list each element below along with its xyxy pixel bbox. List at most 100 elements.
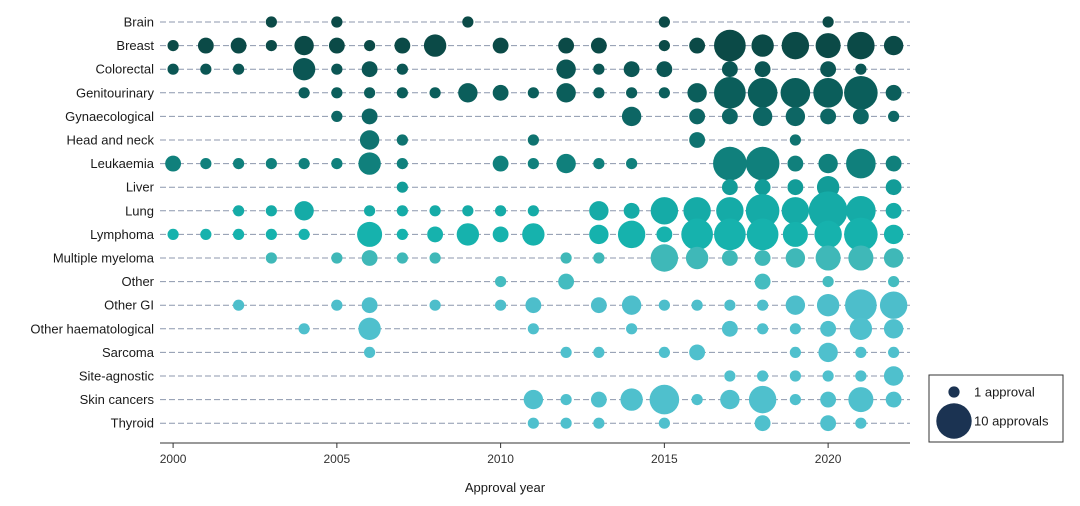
bubble: [658, 16, 670, 28]
bubble: [492, 84, 509, 101]
bubble: [816, 294, 840, 317]
bubble: [560, 252, 572, 264]
bubble: [357, 221, 383, 247]
bubble: [855, 370, 867, 382]
bubble: [429, 299, 441, 311]
bubble: [298, 228, 310, 240]
bubble: [560, 417, 572, 429]
bubble: [331, 16, 343, 28]
bubble: [822, 276, 834, 288]
bubble: [522, 223, 545, 246]
bubble: [396, 87, 408, 99]
bubble: [294, 201, 314, 221]
bubble: [364, 40, 376, 52]
bubble: [879, 291, 908, 319]
bubble: [855, 417, 867, 429]
bubble: [716, 197, 744, 225]
bubble: [820, 415, 837, 432]
bubble: [527, 158, 539, 170]
bubble: [527, 87, 539, 99]
bubble: [789, 370, 801, 382]
bubble: [265, 205, 277, 217]
bubble: [846, 148, 876, 179]
bubble: [689, 132, 706, 148]
bubble: [167, 40, 179, 52]
bubble: [525, 297, 542, 314]
bubble: [361, 250, 378, 266]
bubble: [658, 40, 670, 52]
bubble: [713, 146, 747, 181]
bubble: [265, 228, 277, 240]
bubble: [358, 317, 381, 340]
bubble: [650, 244, 679, 272]
bubble: [298, 158, 310, 170]
bubble: [560, 394, 572, 406]
category-label: Thyroid: [111, 416, 154, 431]
bubble: [789, 134, 801, 146]
bubble: [626, 158, 638, 170]
bubble: [808, 191, 848, 231]
bubble: [745, 146, 780, 181]
bubble: [883, 366, 904, 386]
category-label: Other haematological: [30, 321, 154, 336]
bubbles: [165, 16, 908, 432]
bubble: [787, 155, 804, 172]
bubble: [746, 218, 779, 251]
bubble: [691, 299, 703, 311]
bubble: [200, 63, 212, 75]
bubble: [757, 323, 769, 335]
x-axis-title: Approval year: [465, 480, 546, 495]
bubble: [593, 346, 605, 358]
bubble: [298, 323, 310, 335]
bubble: [620, 388, 643, 411]
bubble: [818, 153, 838, 174]
legend-label: 10 approvals: [974, 414, 1049, 429]
bubble: [361, 61, 378, 78]
bubble: [685, 246, 709, 270]
bubble: [820, 61, 837, 78]
bubble: [820, 108, 837, 125]
bubble: [691, 394, 703, 406]
bubble: [785, 106, 806, 127]
bubble: [364, 346, 376, 358]
legend-label: 1 approval: [974, 385, 1035, 400]
bubble: [233, 63, 245, 75]
bubble: [820, 391, 837, 408]
bubble: [233, 158, 245, 170]
bubble: [888, 276, 900, 288]
bubble: [556, 59, 576, 79]
bubble: [458, 83, 478, 103]
bubble: [656, 61, 673, 78]
bubble: [233, 228, 245, 240]
category-label: Liver: [126, 180, 155, 195]
bubble: [846, 195, 876, 226]
bubble: [751, 34, 774, 57]
bubble: [754, 250, 771, 266]
bubble: [754, 61, 771, 78]
bubble: [298, 87, 310, 99]
bubble: [396, 228, 408, 240]
bubble: [658, 299, 670, 311]
bubble: [292, 57, 316, 81]
bubble: [714, 218, 746, 251]
bubble: [814, 220, 842, 249]
bubble: [785, 248, 806, 268]
bubble: [358, 152, 381, 175]
bubble: [621, 295, 642, 315]
bubble: [885, 179, 902, 196]
bubble: [855, 346, 867, 358]
bubble: [689, 344, 706, 361]
bubble: [396, 158, 408, 170]
bubble: [658, 417, 670, 429]
category-label: Lymphoma: [90, 227, 155, 242]
bubble: [885, 202, 902, 219]
bubble: [593, 158, 605, 170]
bubble: [456, 223, 480, 246]
bubble: [888, 110, 900, 122]
bubble: [787, 179, 804, 196]
bubble: [623, 202, 640, 219]
category-label: Head and neck: [67, 133, 155, 148]
bubble: [748, 385, 777, 414]
bubble: [328, 37, 345, 54]
bubble: [754, 179, 771, 196]
